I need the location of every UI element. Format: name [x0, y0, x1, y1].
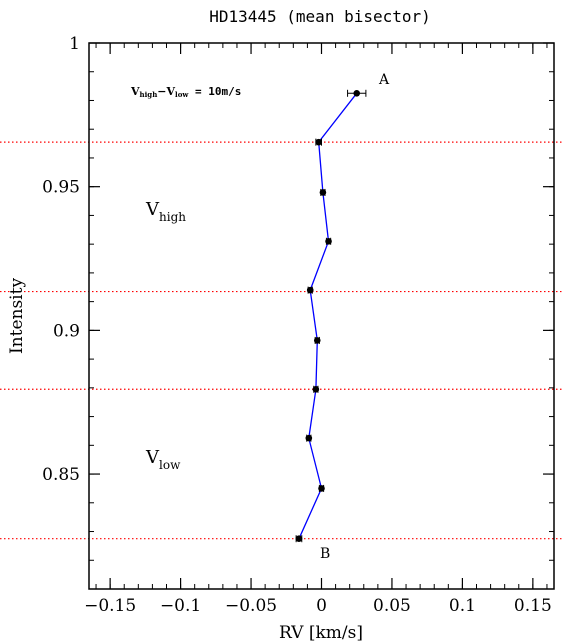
- data-point: [319, 188, 327, 196]
- chart-title: HD13445 (mean bisector): [209, 7, 431, 26]
- point-marker: [312, 385, 320, 393]
- vhigh-label: Vhigh: [145, 199, 186, 224]
- reference-lines: [0, 141, 562, 540]
- point-marker: [318, 485, 325, 492]
- axis-ticks: −0.15 −0.1 −0.05 0 0.05 0.1 0.15 0.85 0.9 0.95 1: [42, 34, 554, 616]
- data-point: [315, 138, 322, 146]
- x-tick-label: 0.05: [373, 596, 411, 616]
- series-line: [298, 92, 358, 539]
- point-marker: [306, 286, 314, 294]
- data-point: [306, 286, 314, 294]
- vhigh-v: V: [145, 199, 160, 220]
- x-tick-label: 0: [316, 596, 327, 616]
- y-tick-label: 0.9: [53, 321, 80, 341]
- span-minus: −: [157, 85, 166, 98]
- plot-frame: [88, 42, 555, 590]
- data-point: [347, 89, 367, 97]
- point-label-a: A: [378, 72, 390, 88]
- data-point: [295, 535, 303, 543]
- x-tick-label: −0.05: [225, 596, 277, 616]
- data-point: [312, 385, 320, 393]
- data-point: [318, 484, 325, 492]
- point-label-b: B: [320, 546, 330, 562]
- y-tick-label: 0.95: [42, 178, 80, 198]
- point-marker: [319, 189, 327, 196]
- x-tick-label: −0.1: [160, 596, 201, 616]
- y-axis-label: Intensity: [7, 278, 27, 354]
- vhigh-sub: high: [159, 210, 186, 224]
- span-v-low: V: [166, 85, 176, 98]
- point-marker: [313, 337, 321, 344]
- data-point: [325, 237, 332, 245]
- x-tick-label: 0.15: [514, 596, 552, 616]
- x-tick-label: 0.1: [449, 596, 476, 616]
- point-marker: [305, 434, 313, 442]
- vlow-label: Vlow: [145, 447, 181, 472]
- data-point: [305, 434, 313, 442]
- span-value: = 10m/s: [188, 85, 241, 98]
- point-marker: [295, 535, 303, 543]
- data-point: [313, 336, 321, 344]
- point-marker: [315, 138, 322, 146]
- data-series: [295, 89, 367, 543]
- span-v-high: V: [130, 85, 140, 98]
- span-annotation: Vhigh−Vlow = 10m/s: [130, 85, 241, 99]
- x-tick-label: −0.15: [84, 596, 136, 616]
- x-axis-label: RV [km/s]: [279, 623, 363, 643]
- point-marker: [325, 237, 332, 245]
- y-tick-label: 1: [69, 34, 80, 54]
- y-tick-label: 0.85: [42, 465, 80, 485]
- vlow-sub: low: [159, 458, 181, 472]
- span-high-sub: high: [140, 90, 158, 99]
- vlow-v: V: [145, 447, 160, 468]
- span-low-sub: low: [175, 90, 189, 99]
- point-marker: [353, 89, 361, 97]
